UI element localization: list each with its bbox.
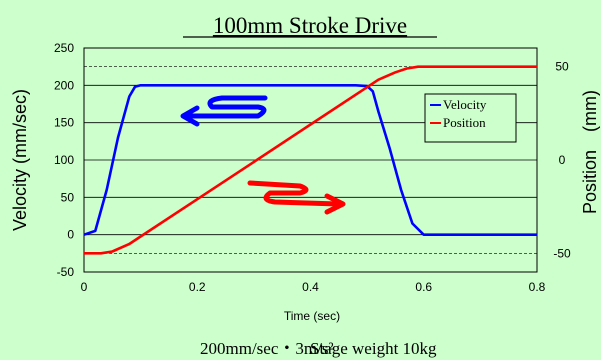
blue-arrow-head-icon xyxy=(180,105,200,127)
x-tick-0.8: 0.8 xyxy=(529,280,546,294)
caption-speed: 200mm/sec・3m/s² xyxy=(200,339,334,358)
series-velocity xyxy=(83,84,537,236)
legend-label-position: Position xyxy=(443,115,486,130)
y-right-tick-labels: -50 0 50 xyxy=(553,60,571,261)
x-tick-0: 0 xyxy=(81,280,88,294)
series-position xyxy=(84,65,537,255)
y-right-tick-0: 0 xyxy=(559,153,566,167)
y-left-tick--50: -50 xyxy=(57,265,75,279)
x-tick-0.4: 0.4 xyxy=(302,280,319,294)
legend: Velocity Position xyxy=(424,93,517,143)
blue-direction-arrow-icon xyxy=(182,95,268,119)
y-right-tick--50: -50 xyxy=(553,246,571,260)
series-layer xyxy=(83,65,537,255)
y-left-tick-50: 50 xyxy=(61,190,75,204)
y-right-axis-label: Position (mm) xyxy=(580,90,600,214)
y-left-tick-0: 0 xyxy=(67,228,74,242)
red-direction-arrow-icon xyxy=(247,180,341,207)
y-left-tick-100: 100 xyxy=(54,153,74,167)
y-right-tick-50: 50 xyxy=(555,60,569,74)
x-tick-0.6: 0.6 xyxy=(415,280,432,294)
y-left-tick-200: 200 xyxy=(54,78,74,92)
x-tick-labels: 0 0.2 0.4 0.6 0.8 xyxy=(81,280,546,294)
annotation-arrows xyxy=(180,95,346,215)
legend-box xyxy=(424,93,517,143)
x-axis-label: Time (sec) xyxy=(284,309,340,323)
caption-weight: Stage weight 10kg xyxy=(310,339,437,358)
y-left-tick-labels: -50 0 50 100 150 200 250 xyxy=(54,41,74,279)
x-tick-0.2: 0.2 xyxy=(189,280,206,294)
legend-label-velocity: Velocity xyxy=(443,97,487,112)
chart-title: 100mm Stroke Drive xyxy=(213,13,407,38)
y-left-tick-150: 150 xyxy=(54,116,74,130)
y-left-axis-label: Velocity (mm/sec) xyxy=(10,89,30,231)
y-left-tick-250: 250 xyxy=(54,41,74,55)
red-arrow-head-icon xyxy=(324,193,346,215)
